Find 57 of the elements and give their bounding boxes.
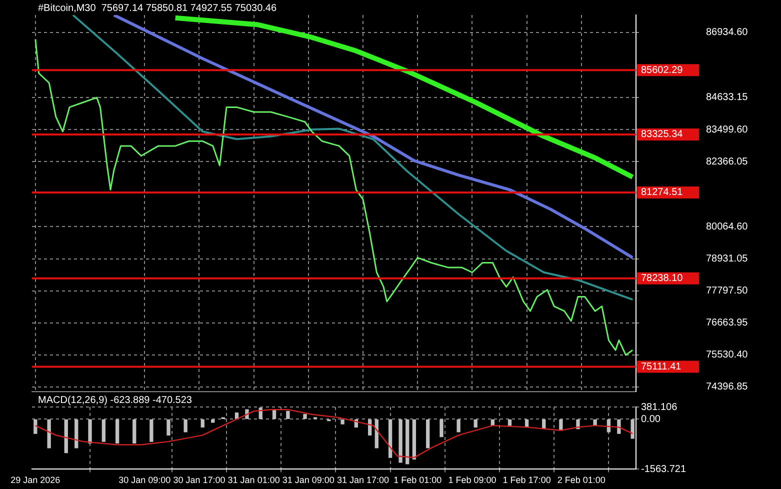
bar (456, 419, 460, 432)
ref-line-label: 78238.10 (641, 273, 684, 284)
bar (34, 419, 38, 434)
bar (166, 419, 170, 436)
bar (303, 414, 307, 420)
x-tick-label: 30 Jan 17:00 (173, 475, 226, 486)
y-tick-label: 82366.05 (706, 156, 748, 168)
bar (617, 419, 621, 434)
x-tick-label: 30 Jan 09:00 (118, 475, 171, 486)
y-tick-label: 77797.50 (706, 286, 748, 297)
y-tick-label: 83499.60 (706, 124, 748, 136)
y-tick-label: -1563.721 (641, 464, 686, 475)
x-tick-label: 1 Feb 17:00 (502, 475, 551, 486)
bar (88, 419, 92, 444)
bar (115, 419, 120, 444)
ref-line-label: 85602.29 (641, 64, 684, 76)
x-tick-label: 31 Jan 17:00 (336, 475, 390, 486)
chart-title: MACD(12,26,9) -623.889 -470.523 (38, 394, 192, 406)
bar (132, 419, 136, 444)
x-tick-label: 29 Jan 2026 (10, 475, 60, 486)
bar (184, 419, 188, 432)
bar (398, 419, 402, 463)
x-tick-label: 31 Jan 09:00 (282, 475, 334, 486)
bar (412, 419, 416, 460)
bar (440, 419, 444, 438)
bar (630, 419, 634, 439)
y-tick-label: 0.00 (641, 414, 661, 425)
y-tick-label: 86934.60 (706, 27, 748, 38)
x-tick-label: 31 Jan 01:00 (228, 475, 280, 486)
bar (426, 419, 430, 448)
bar (74, 419, 78, 448)
bar (508, 419, 512, 426)
y-tick-label: 78931.05 (706, 254, 748, 265)
chart-title: #Bitcoin,M30 75697.14 75850.81 74927.55 75030.46 (38, 2, 277, 14)
bar (406, 419, 410, 464)
bar (47, 419, 51, 448)
bar (474, 419, 478, 428)
x-tick-label: 1 Feb 09:00 (448, 475, 496, 486)
ref-line-label: 75111.41 (641, 362, 682, 373)
bar (286, 410, 290, 420)
x-tick-label: 1 Feb 01:00 (394, 475, 442, 486)
y-tick-label: 381.106 (641, 402, 678, 413)
bar (200, 419, 204, 428)
bar (64, 419, 68, 454)
y-tick-label: 75530.40 (706, 350, 748, 361)
bar (102, 419, 106, 442)
bar (150, 419, 154, 442)
bar (559, 419, 563, 431)
bar (340, 419, 344, 424)
y-tick-label: 74396.85 (706, 382, 748, 393)
x-tick-label: 2 Feb 01:00 (557, 475, 606, 486)
ref-line-label: 83325.34 (641, 129, 684, 140)
y-tick-label: 84633.15 (706, 92, 748, 104)
y-tick-label: 76663.95 (706, 318, 748, 329)
ref-line-label: 81274.51 (641, 187, 684, 198)
y-tick-label: 80064.60 (706, 221, 748, 232)
bar (388, 419, 392, 458)
